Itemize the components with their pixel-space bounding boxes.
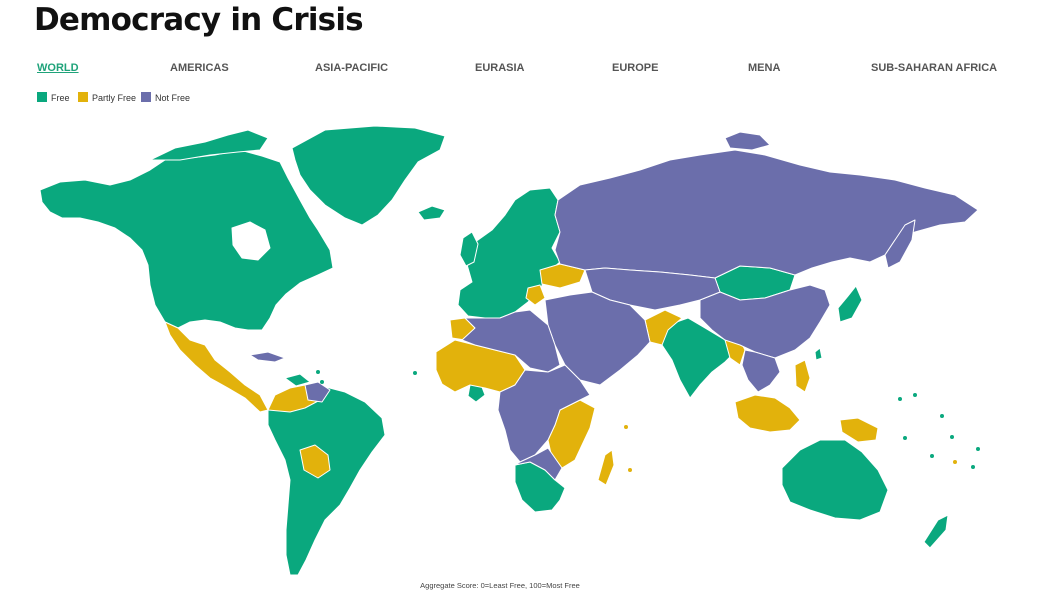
- russia[interactable]: [554, 149, 979, 279]
- map-caption: Aggregate Score: 0=Least Free, 100=Most …: [420, 581, 580, 590]
- new-zealand[interactable]: [923, 514, 949, 549]
- island-dot[interactable]: [628, 468, 632, 472]
- island-dot[interactable]: [316, 370, 320, 374]
- canada-hudson-bay[interactable]: [231, 221, 271, 261]
- russia-kamchatka[interactable]: [884, 219, 916, 269]
- legend-label-not-free: Not Free: [155, 93, 191, 103]
- china[interactable]: [699, 284, 831, 359]
- island-dot[interactable]: [898, 397, 902, 401]
- arctic-islands[interactable]: [149, 129, 269, 161]
- island-dot[interactable]: [413, 371, 417, 375]
- bolivia[interactable]: [299, 444, 331, 479]
- tab-asia-pacific[interactable]: ASIA-PACIFIC: [315, 62, 389, 74]
- iceland[interactable]: [417, 205, 446, 221]
- island-markers: [316, 370, 980, 472]
- legend-item-partly-free[interactable]: Partly Free: [78, 92, 136, 103]
- island-dot[interactable]: [913, 393, 917, 397]
- angola-zimbabwe[interactable]: [514, 447, 563, 481]
- island-dot[interactable]: [976, 447, 980, 451]
- island-dot[interactable]: [953, 460, 957, 464]
- island-dot[interactable]: [903, 436, 907, 440]
- tab-eurasia[interactable]: EURASIA: [475, 62, 525, 74]
- tab-sub-saharan-africa[interactable]: SUB-SAHARAN AFRICA: [871, 62, 998, 74]
- island-dot[interactable]: [320, 380, 324, 384]
- world-map: [39, 125, 980, 576]
- island-dot[interactable]: [940, 414, 944, 418]
- legend-swatch-partly-free: [78, 92, 88, 102]
- philippines[interactable]: [794, 359, 811, 393]
- caribbean-islands[interactable]: [284, 373, 311, 387]
- uk-ireland[interactable]: [459, 231, 479, 267]
- mexico-central-america[interactable]: [164, 321, 269, 413]
- tab-mena[interactable]: MENA: [748, 62, 781, 74]
- russia-far-north[interactable]: [724, 131, 771, 151]
- madagascar[interactable]: [597, 449, 615, 486]
- australia[interactable]: [781, 439, 889, 521]
- north-africa[interactable]: [461, 309, 561, 373]
- legend-item-not-free[interactable]: Not Free: [141, 92, 190, 103]
- region-tabs: WORLD AMERICAS ASIA-PACIFIC EURASIA EURO…: [0, 62, 1050, 78]
- central-africa[interactable]: [497, 364, 591, 463]
- south-america-free[interactable]: [267, 385, 386, 576]
- venezuela[interactable]: [304, 381, 331, 403]
- southeast-asia-partly[interactable]: [734, 394, 801, 433]
- greenland[interactable]: [291, 125, 446, 226]
- india[interactable]: [661, 317, 736, 399]
- papua[interactable]: [839, 417, 879, 443]
- cuba[interactable]: [249, 351, 286, 363]
- tab-europe[interactable]: EUROPE: [612, 62, 659, 74]
- page-title: Democracy in Crisis: [34, 2, 364, 38]
- middle-east[interactable]: [544, 291, 651, 386]
- legend-swatch-free: [37, 92, 47, 102]
- legend-item-free[interactable]: Free: [37, 92, 70, 103]
- balkans-partly[interactable]: [525, 284, 546, 306]
- tab-americas[interactable]: AMERICAS: [170, 62, 229, 74]
- island-dot[interactable]: [624, 425, 628, 429]
- north-america-free[interactable]: [39, 149, 334, 331]
- island-dot[interactable]: [950, 435, 954, 439]
- taiwan[interactable]: [814, 347, 823, 361]
- tab-world[interactable]: WORLD: [37, 62, 79, 74]
- legend-label-partly-free: Partly Free: [92, 93, 137, 103]
- island-dot[interactable]: [930, 454, 934, 458]
- legend-swatch-not-free: [141, 92, 151, 102]
- legend-label-free: Free: [51, 93, 70, 103]
- southeast-asia-not[interactable]: [741, 349, 781, 393]
- island-dot[interactable]: [971, 465, 975, 469]
- japan[interactable]: [837, 285, 863, 323]
